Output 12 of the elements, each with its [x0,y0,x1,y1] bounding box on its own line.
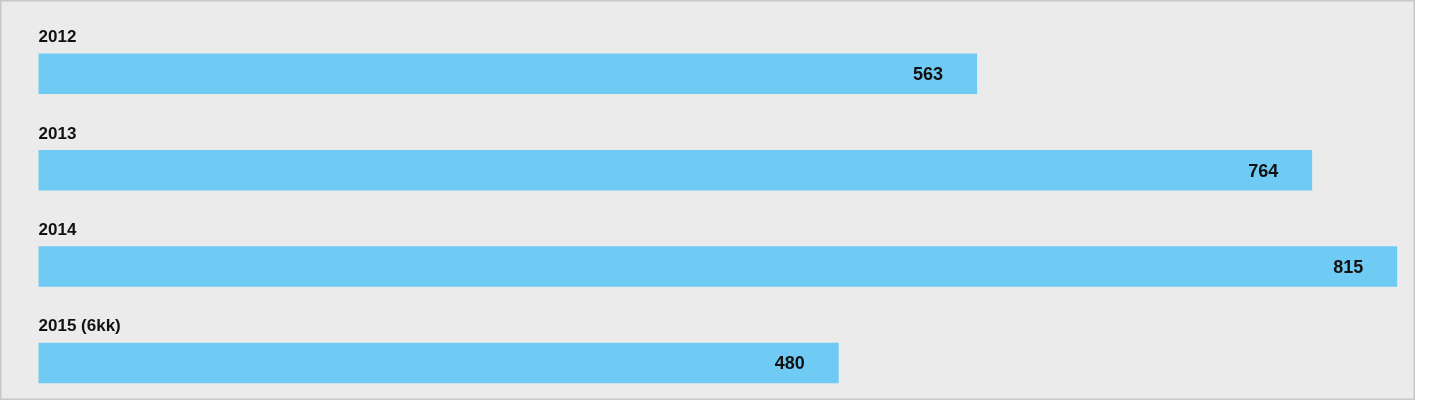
data-label: 815 [1333,257,1364,278]
y-tick-label: 2013 [38,123,77,143]
bar [38,149,1313,191]
y-tick-label: 2015 (6kk) [38,315,121,335]
y-tick-label: 2012 [38,27,77,47]
data-label: 480 [774,353,805,374]
data-label: 764 [1248,160,1279,181]
data-label: 563 [913,64,944,85]
bar [38,53,978,94]
y-tick-label: 2014 [38,219,77,239]
bar [38,246,1398,287]
bar [38,342,839,384]
